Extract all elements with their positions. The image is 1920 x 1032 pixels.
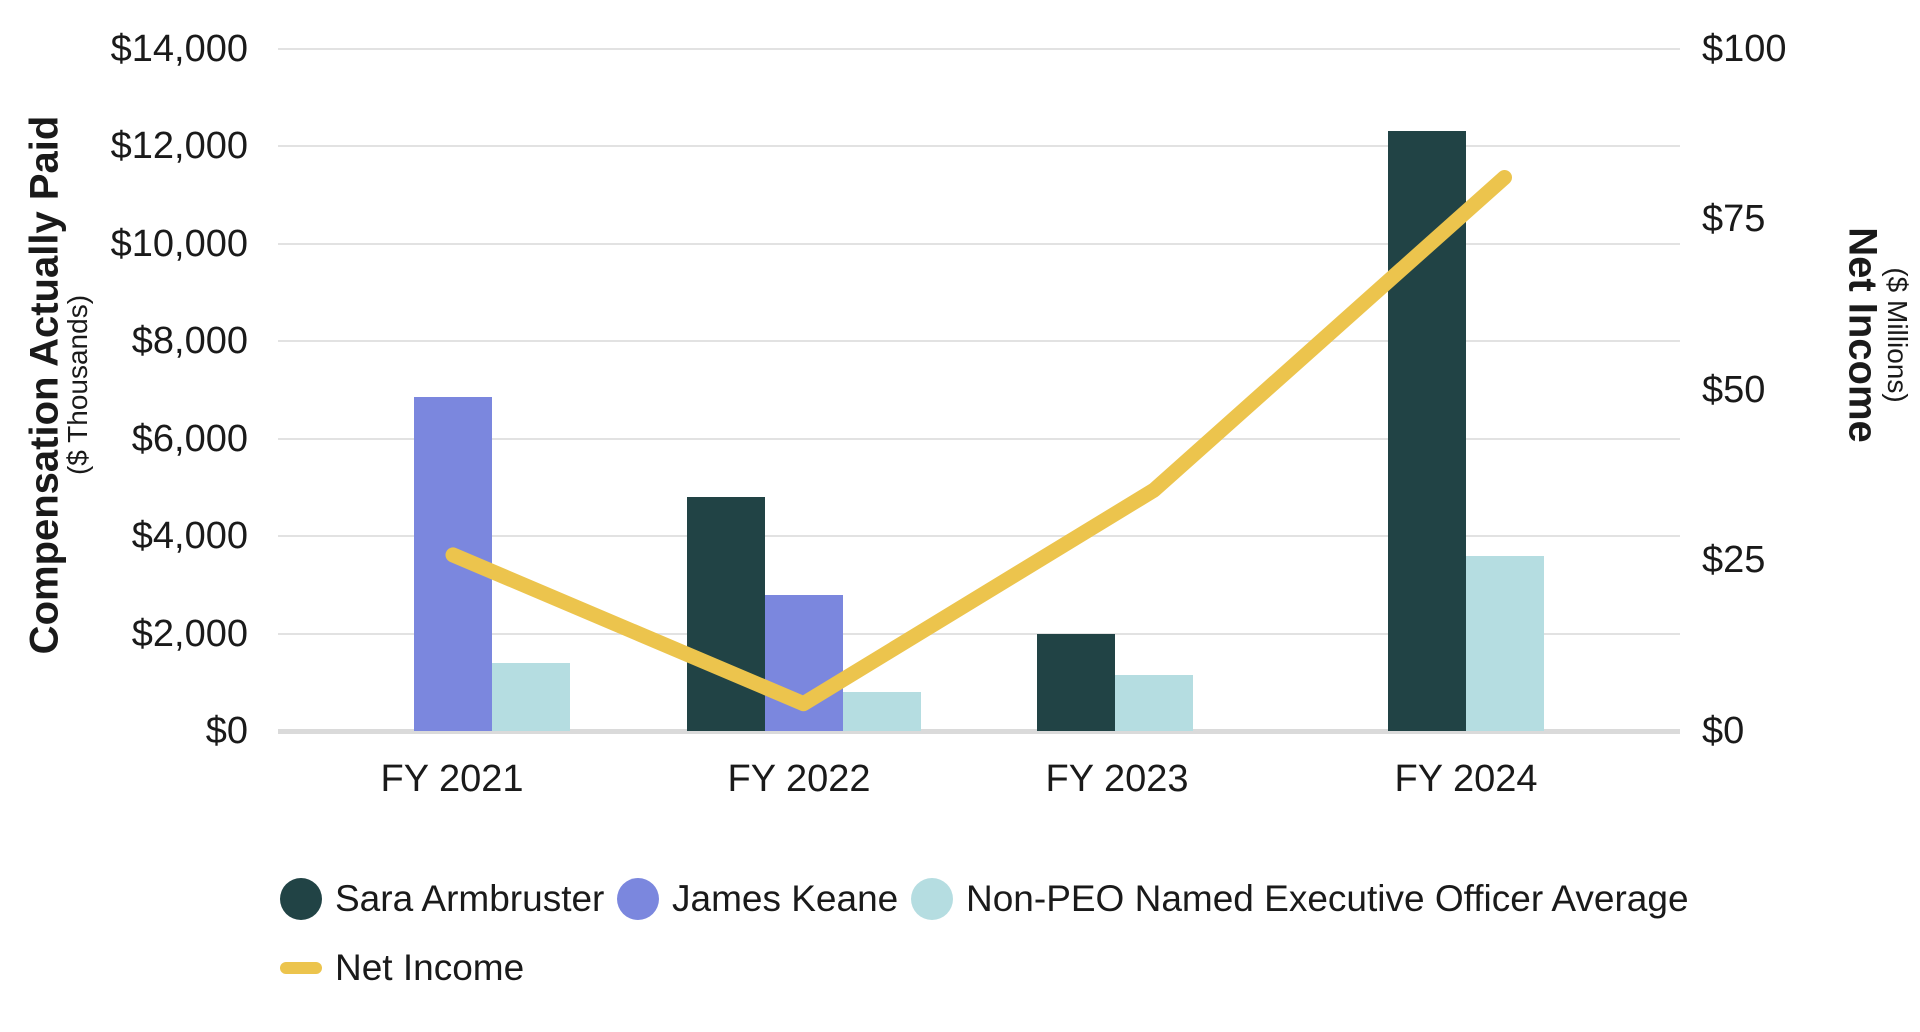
right-axis-tick-label: $25 (1702, 539, 1766, 582)
non-peo-average-swatch-icon (911, 878, 953, 920)
bar-non-peo-named-executive-officer-average-fy-2024 (1465, 555, 1544, 731)
left-axis-tick-label: $2,000 (131, 612, 248, 655)
right-axis-subtitle: ($ Millions) (1882, 267, 1913, 403)
gridline (278, 47, 1680, 50)
bar-non-peo-named-executive-officer-average-fy-2022 (842, 692, 921, 731)
gridline (278, 145, 1680, 147)
bar-sara-armbruster-fy-2023 (1037, 633, 1115, 731)
bar-non-peo-named-executive-officer-average-fy-2023 (1115, 674, 1193, 731)
legend-label: Sara Armbruster (335, 878, 605, 919)
gridline (278, 437, 1680, 440)
right-axis-title: Net Income (1840, 227, 1885, 443)
left-axis-tick-label: $14,000 (110, 27, 248, 70)
x-axis-label-fy-2024: FY 2024 (1394, 758, 1538, 800)
x-axis-label-fy-2023: FY 2023 (1045, 758, 1189, 800)
left-axis-tick-label: $6,000 (131, 417, 248, 460)
gridline (278, 535, 1680, 537)
left-axis-tick-label: $0 (205, 710, 248, 752)
legend-label: Non-PEO Named Executive Officer Average (966, 878, 1689, 919)
legend-item-james-keane: James Keane (617, 878, 898, 920)
left-axis-tick-label: $8,000 (131, 320, 248, 362)
left-axis-tick-label: $4,000 (131, 515, 248, 557)
gridline (278, 340, 1680, 342)
left-axis-tick-label: $12,000 (110, 125, 248, 167)
right-axis-tick-label: $75 (1702, 198, 1766, 241)
left-axis-title: Compensation Actually Paid (22, 115, 67, 655)
legend-item-non-peo-average: Non-PEO Named Executive Officer Average (911, 878, 1689, 920)
right-axis-tick-label: $100 (1702, 27, 1787, 70)
left-axis-tick-label: $10,000 (110, 222, 248, 265)
james-keane-swatch-icon (617, 878, 659, 920)
legend-label: Net Income (335, 947, 525, 988)
x-axis-baseline (278, 729, 1680, 734)
sara-armbruster-swatch-icon (280, 878, 322, 920)
legend-item-net-income: Net Income (280, 948, 524, 988)
left-axis-subtitle: ($ Thousands) (62, 294, 93, 476)
legend-label: James Keane (672, 878, 899, 919)
gridline (278, 242, 1680, 245)
bar-sara-armbruster-fy-2022 (686, 497, 765, 731)
net-income-line (445, 169, 1512, 712)
x-axis-label-fy-2021: FY 2021 (380, 758, 524, 800)
gridline (278, 632, 1680, 635)
x-axis-label-fy-2022: FY 2022 (727, 758, 871, 800)
right-axis-tick-label: $0 (1702, 710, 1745, 752)
bar-non-peo-named-executive-officer-average-fy-2021 (492, 662, 570, 731)
legend-item-sara-armbruster: Sara Armbruster (280, 878, 604, 920)
right-axis-tick-label: $50 (1702, 368, 1766, 411)
net-income-line-swatch-icon (280, 962, 322, 974)
